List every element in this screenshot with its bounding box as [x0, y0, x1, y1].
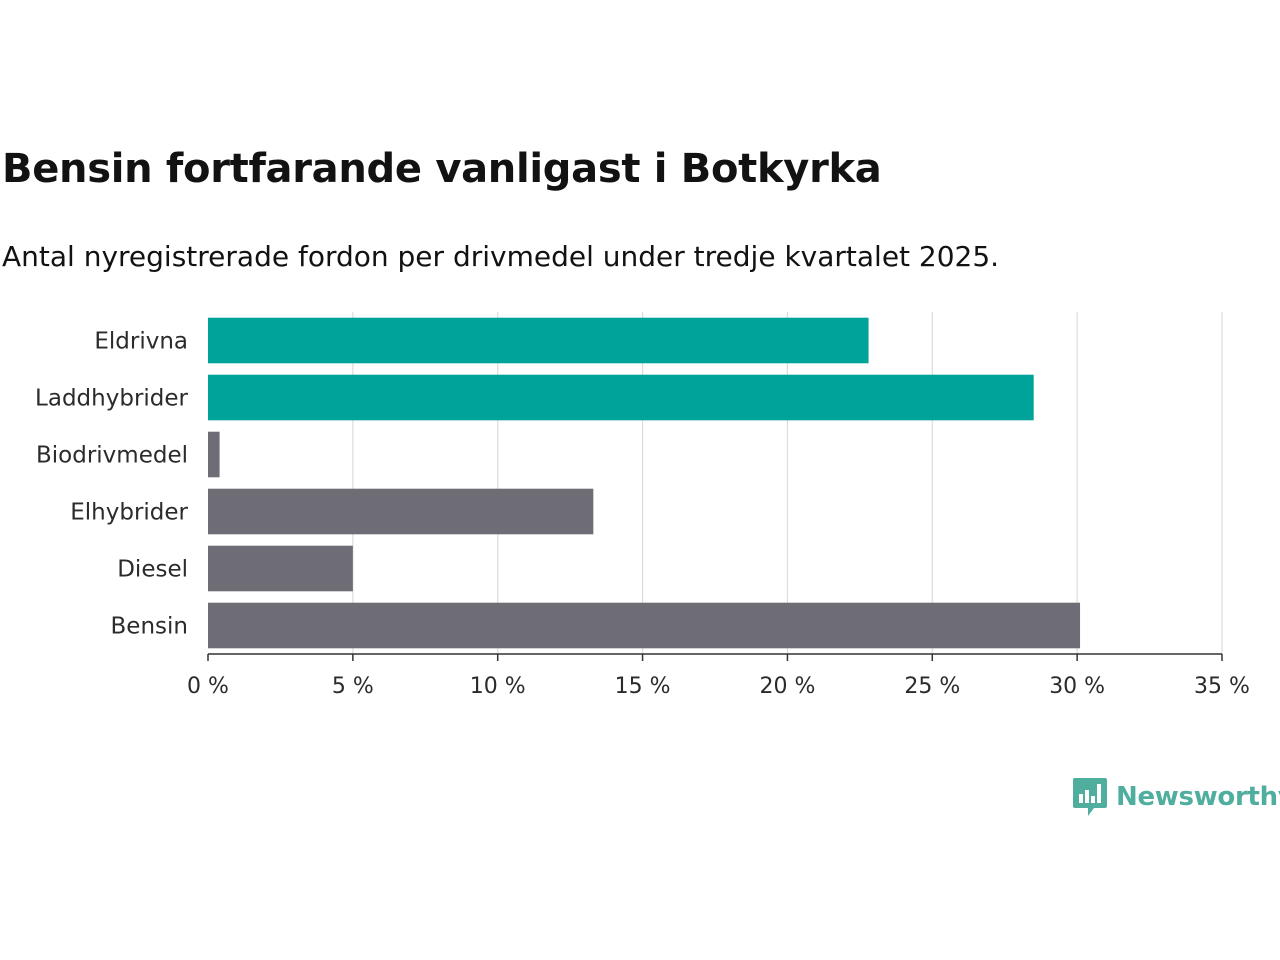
- x-tick-label-20: 20 %: [759, 674, 815, 699]
- y-label-elhybrider: Elhybrider: [70, 500, 188, 526]
- x-axis: 0 % 5 % 10 % 15 % 20 % 25 % 30 % 35 %: [187, 653, 1250, 699]
- newsworthy-logo-icon: [1073, 778, 1107, 816]
- category-labels: Eldrivna Laddhybrider Biodrivmedel Elhybrid…: [35, 329, 188, 640]
- x-tick-label-5: 5 %: [332, 674, 374, 699]
- bar-elhybrider: [208, 488, 594, 535]
- bar-chart: 0 % 5 % 10 % 15 % 20 % 25 % 30 % 35 % Eldrivna L…: [35, 312, 1250, 699]
- x-tick-label-25: 25 %: [904, 674, 960, 699]
- y-label-laddhybrider: Laddhybrider: [35, 386, 188, 412]
- bar-diesel: [208, 545, 353, 592]
- x-tick-label-30: 30 %: [1049, 674, 1105, 699]
- y-label-biodrivmedel: Biodrivmedel: [36, 443, 188, 469]
- y-label-eldrivna: Eldrivna: [94, 329, 188, 355]
- brand-name: Newsworthy: [1116, 782, 1280, 812]
- gridlines: [352, 312, 1223, 654]
- chart-subtitle: Antal nyregistrerade fordon per drivmede…: [2, 240, 1000, 273]
- x-tick-label-35: 35 %: [1194, 674, 1250, 699]
- bar-bensin: [208, 602, 1081, 649]
- brand-logo-block: Newsworthy: [1072, 776, 1280, 818]
- x-tick-label-0: 0 %: [187, 674, 229, 699]
- bar-biodrivmedel: [208, 431, 220, 478]
- bar-laddhybrider: [208, 374, 1034, 421]
- bar-eldrivna: [208, 317, 869, 364]
- chart-title: Bensin fortfarande vanligast i Botkyrka: [2, 146, 882, 192]
- y-label-bensin: Bensin: [111, 614, 188, 640]
- bars: [208, 317, 1081, 649]
- y-label-diesel: Diesel: [117, 557, 188, 583]
- x-tick-label-15: 15 %: [615, 674, 671, 699]
- x-tick-label-10: 10 %: [470, 674, 526, 699]
